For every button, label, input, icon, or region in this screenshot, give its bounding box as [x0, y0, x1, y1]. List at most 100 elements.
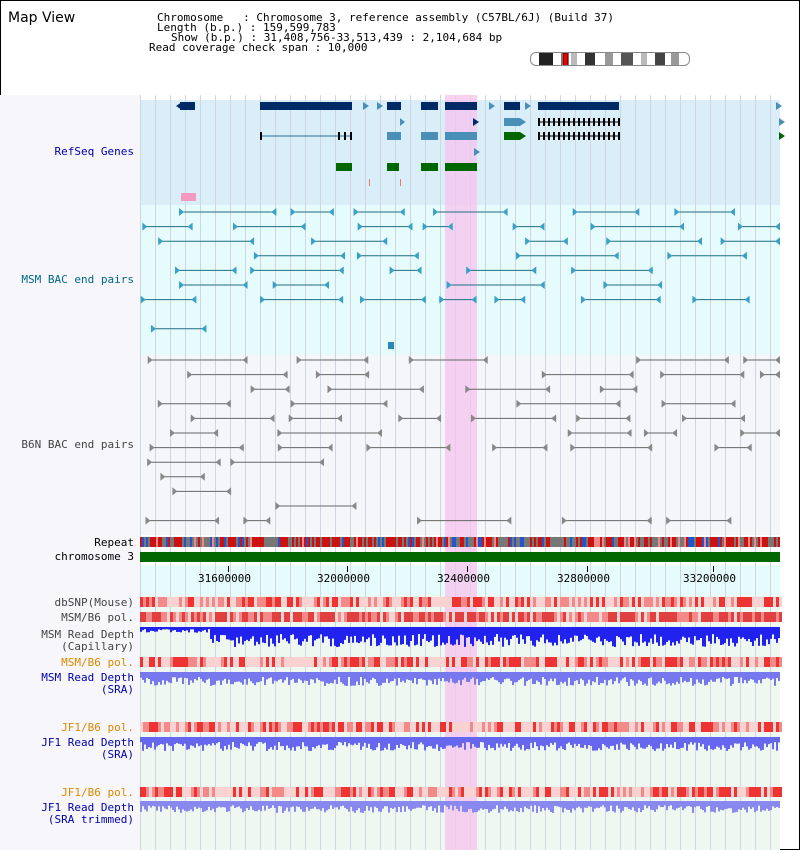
read-depth-bar [688, 737, 690, 745]
repeat-block [674, 537, 676, 547]
read-depth-bar [546, 627, 548, 640]
polymorphism-cell [275, 657, 278, 667]
read-depth-bar [398, 627, 400, 636]
polymorphism-cell [461, 787, 464, 797]
read-depth-bar [216, 672, 218, 681]
polymorphism-cell [518, 612, 521, 622]
read-depth-bar [252, 672, 254, 684]
polymorphism-cell [536, 612, 539, 622]
polymorphism-cell [233, 612, 236, 622]
polymorphism-cell [173, 597, 176, 607]
polymorphism-cell [677, 612, 680, 622]
read-depth-bar [310, 737, 312, 751]
polymorphism-cell [653, 722, 656, 732]
polymorphism-cell [698, 612, 701, 622]
read-depth-bar [510, 672, 512, 681]
read-depth-bar [738, 627, 740, 637]
refseq-genes-label[interactable]: RefSeq Genes [54, 145, 134, 158]
polymorphism-cell [608, 657, 611, 667]
read-depth-bar [726, 672, 728, 679]
polymorphism-cell [530, 597, 533, 607]
polymorphism-cell [644, 597, 647, 607]
read-depth-bar [184, 801, 186, 811]
read-depth-bar [516, 737, 518, 744]
msm-read-depth-capillary-label[interactable]: MSM Read Depth (Capillary) [41, 628, 134, 653]
polymorphism-cell [437, 612, 440, 622]
read-depth-bar [268, 627, 270, 647]
polymorphism-cell [392, 722, 395, 732]
ideogram-position-marker [563, 53, 568, 65]
msm-bac-label[interactable]: MSM BAC end pairs [21, 273, 134, 286]
read-depth-bar [652, 801, 654, 811]
read-depth-bar [678, 672, 680, 684]
polymorphism-cell [539, 787, 542, 797]
read-depth-bar [412, 627, 414, 636]
read-depth-bar [146, 737, 148, 749]
msm-b6-pol-label-1[interactable]: MSM/B6 pol. [61, 611, 134, 624]
read-depth-bar [596, 672, 598, 677]
polymorphism-cell [737, 722, 740, 732]
polymorphism-cell [302, 787, 305, 797]
polymorphism-cell [179, 722, 182, 732]
polymorphism-cell [401, 612, 404, 622]
read-depth-bar [648, 672, 650, 679]
read-depth-bar [190, 801, 192, 810]
read-depth-bar [768, 801, 770, 811]
chromosome-ideogram[interactable] [530, 52, 690, 66]
read-depth-bar [422, 801, 424, 806]
msm-b6-pol-label-2[interactable]: MSM/B6 pol. [61, 656, 134, 669]
read-depth-bar [676, 672, 678, 682]
polymorphism-cell [242, 597, 245, 607]
jf1-read-depth-trimmed-label[interactable]: JF1 Read Depth (SRA trimmed) [41, 801, 134, 826]
read-depth-bar [776, 737, 778, 751]
read-depth-bar [234, 801, 236, 809]
read-depth-bar [514, 627, 516, 636]
repeat-block [754, 537, 756, 547]
read-depth-bar [636, 672, 638, 684]
repeat-block [712, 537, 714, 547]
polymorphism-cell [713, 657, 716, 667]
polymorphism-cell [146, 612, 149, 622]
jf1-b6-pol-label-1[interactable]: JF1/B6 pol. [61, 721, 134, 734]
repeat-block [442, 537, 444, 547]
read-depth-bar [162, 737, 164, 745]
jf1-b6-pol-label-2[interactable]: JF1/B6 pol. [61, 786, 134, 799]
polymorphism-cell [710, 787, 713, 797]
b6n-bac-end [646, 516, 652, 525]
read-depth-bar [498, 672, 500, 683]
repeat-block [676, 537, 678, 547]
polymorphism-cell [161, 787, 164, 797]
polymorphism-cell [350, 722, 353, 732]
read-depth-bar [424, 672, 426, 680]
polymorphism-cell [656, 612, 659, 622]
read-depth-bar [528, 627, 530, 637]
polymorphism-cell [518, 787, 521, 797]
read-depth-bar [518, 801, 520, 813]
b6n-bac-label[interactable]: B6N BAC end pairs [21, 438, 134, 451]
msm-read-depth-sra-label[interactable]: MSM Read Depth (SRA) [41, 671, 134, 696]
polymorphism-cell [140, 787, 143, 797]
grid-line [695, 95, 696, 850]
read-depth-bar [486, 627, 488, 643]
read-depth-bar [314, 672, 316, 684]
polymorphism-cell [314, 612, 317, 622]
read-depth-bar [370, 737, 372, 750]
polymorphism-cell [524, 787, 527, 797]
dbsnp-label[interactable]: dbSNP(Mouse) [54, 596, 134, 609]
read-depth-bar [214, 627, 216, 636]
read-depth-bar [572, 801, 574, 809]
polymorphism-cell [347, 612, 350, 622]
read-depth-bar [378, 627, 380, 646]
polymorphism-cell [434, 612, 437, 622]
polymorphism-cell [365, 657, 368, 667]
jf1-read-depth-sra-label[interactable]: JF1 Read Depth (SRA) [41, 736, 134, 761]
gene-exon [445, 102, 477, 110]
b6n-bac-end [723, 356, 729, 364]
polymorphism-cell [470, 722, 473, 732]
repeat-block [500, 537, 502, 547]
read-depth-bar [618, 672, 620, 684]
read-depth-bar [718, 672, 720, 679]
polymorphism-cell [707, 612, 710, 622]
read-depth-bar [442, 627, 444, 643]
